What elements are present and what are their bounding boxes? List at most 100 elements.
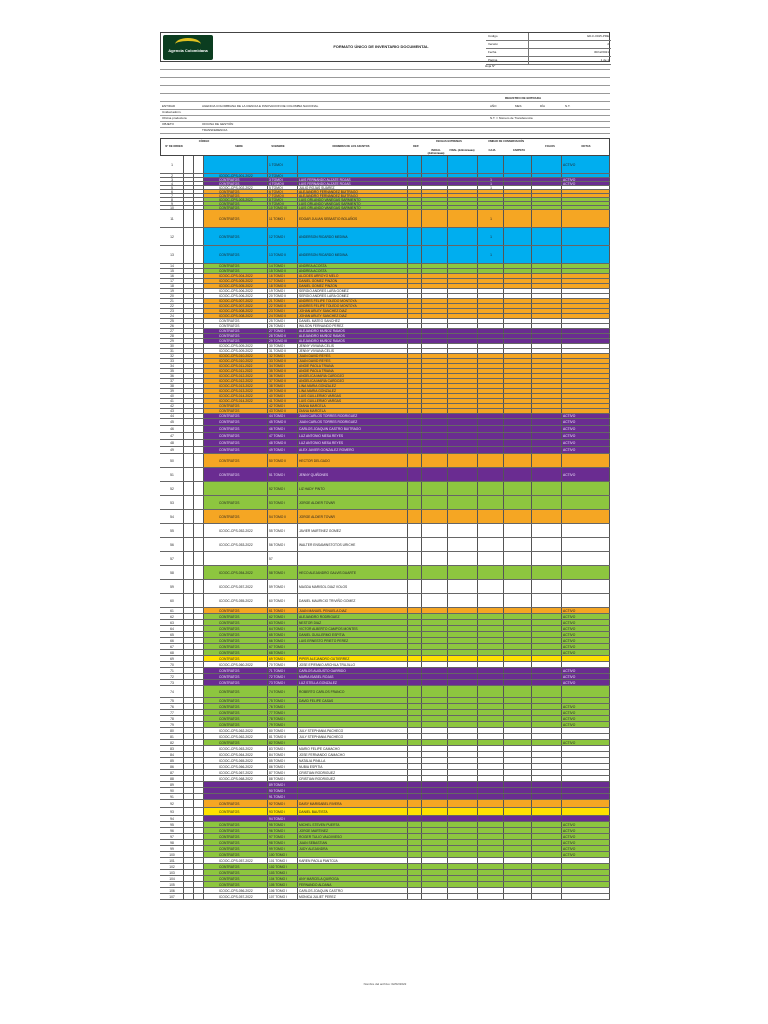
table-row: 107 ICOOC-CPS-057-2022 107 TOMO I MONICA JU… [160, 894, 610, 900]
table-row: 83 ICOOC-CPS-063-2022 83 TOMO I MARIO FELIP… [160, 746, 610, 752]
cell-tomo: 97 TOMO I [268, 834, 298, 839]
cell-spacer [194, 324, 204, 328]
cell-notas [562, 264, 610, 268]
cell-tomo: 26 TOMO I [268, 324, 298, 328]
cell-subserie: CONTRATOS [218, 206, 268, 209]
cell-dependencia [408, 359, 422, 363]
cell-final [448, 349, 478, 353]
cell-subserie: CONTRATOS [218, 409, 268, 413]
cell-notas [562, 309, 610, 313]
cell-caja [478, 620, 504, 625]
cell-folios [532, 324, 562, 328]
cell-tomo: 88 TOMO I [268, 776, 298, 781]
table-row: 60 ICOOC-CPS-055-2022 60 TOMO I DANIEL MAUR… [160, 594, 610, 608]
cell-caja [478, 626, 504, 631]
cell-caja [478, 264, 504, 268]
cell-notas [562, 369, 610, 373]
cell-subserie: CONTRATOS [218, 319, 268, 323]
cell-asunto: JAVIER MARTINEZ GOMEZ [298, 524, 408, 537]
cell-subserie: CONTRATOS [218, 426, 268, 432]
cell-spacer [194, 710, 204, 715]
cell-spacer [194, 828, 204, 833]
cell-final [448, 186, 478, 189]
cell-subserie: ICOOC-CPS-056-2022 [218, 888, 268, 893]
cell-asunto: MONICA JULIET PEREZ [298, 894, 408, 899]
cell-spacer [194, 770, 204, 775]
cell-folios [532, 686, 562, 697]
cell-carpeta [504, 698, 532, 703]
cell-carpeta [504, 447, 532, 453]
cell-final [448, 816, 478, 821]
cell-folios [532, 800, 562, 807]
cell-spacer [194, 194, 204, 197]
cell-notas: ACTIVO [562, 440, 610, 446]
cell-spacer [194, 644, 204, 649]
cell-notas [562, 864, 610, 869]
cell-caja [478, 674, 504, 679]
table-row: 46 CONTRATOS 46 TOMO I CARLOS JOAQUIN CASTR… [160, 426, 610, 433]
cell-subserie: ICOOC-CPS-055-2022 [218, 594, 268, 607]
cell-asunto: LUIS ORLANDO VANEGAS SARMIENTO [298, 206, 408, 209]
cell-final [448, 206, 478, 209]
cell-dependencia [408, 329, 422, 333]
cell-dependencia [408, 728, 422, 733]
cell-codigo [184, 638, 194, 643]
cell-dependencia [408, 608, 422, 613]
cell-final [448, 620, 478, 625]
cell-dependencia [408, 808, 422, 815]
cell-caja [478, 552, 504, 565]
cell-subserie: CONTRATOS [218, 840, 268, 845]
cell-dependencia [408, 662, 422, 667]
cell-orden: 49 [160, 447, 184, 453]
cell-notas: ACTIVO [562, 182, 610, 185]
cell-tomo: 12 TOMO I [268, 228, 298, 245]
cell-tomo: 70 TOMO I [268, 662, 298, 667]
cell-orden: 106 [160, 888, 184, 893]
cell-spacer [194, 894, 204, 899]
cell-orden: 42 [160, 404, 184, 408]
table-row: 58 ICOOC-CPS-054-2022 58 TOMO I HECO ALEJAN… [160, 566, 610, 580]
cell-dependencia [408, 882, 422, 887]
cell-dependencia [408, 816, 422, 821]
cell-asunto: LUIS FERNANDO ALZATE ROJAS [298, 182, 408, 185]
cell-tomo: 3 TOMO I [268, 178, 298, 181]
cell-notas [562, 274, 610, 278]
cell-folios [532, 178, 562, 181]
cell-folios [532, 468, 562, 481]
hoja-label: Hoja N° [485, 64, 496, 68]
cell-inicial [422, 656, 448, 661]
cell-final [448, 510, 478, 523]
cell-caja [478, 289, 504, 293]
cell-notas: ACTIVO [562, 614, 610, 619]
cell-notas [562, 858, 610, 863]
cell-final [448, 354, 478, 358]
version-label: Versión [486, 41, 529, 48]
cell-dependencia [408, 426, 422, 432]
cell-orden: 58 [160, 566, 184, 579]
cell-subserie: CONTRATOS [218, 644, 268, 649]
cell-spacer [194, 580, 204, 593]
cell-carpeta [504, 264, 532, 268]
cell-tomo: 57 [268, 552, 298, 565]
table-row: 105 CONTRATOS 105 TOMO I FERNANDO ALDANA [160, 882, 610, 888]
cell-tomo: 78 TOMO I [268, 716, 298, 721]
cell-caja [478, 269, 504, 273]
cell-carpeta [504, 409, 532, 413]
entidad-value: AGENCIA COLOMBIANA DE LA CIENCIA E INNOV… [202, 104, 319, 108]
cell-folios [532, 822, 562, 827]
cell-caja [478, 319, 504, 323]
nt-label: N.T. [565, 104, 571, 108]
table-row: 91 91 TOMO I [160, 794, 610, 800]
table-row: 86 ICOOC-CPS-066-2022 86 TOMO I NUBIA ESPIT… [160, 764, 610, 770]
cell-tomo: 74 TOMO I [268, 686, 298, 697]
cell-caja [478, 656, 504, 661]
table-row: 17 ICOOC-CPS-005-2022 17 TOMO I DANIEL GOME… [160, 279, 610, 284]
cell-spacer [194, 608, 204, 613]
cell-caja [478, 426, 504, 432]
cell-orden: 18 [160, 284, 184, 288]
table-row: 53 CONTRATOS 53 TOMO I JORGE ALDIER TOVAR [160, 496, 610, 510]
cell-codigo [184, 650, 194, 655]
cell-codigo [184, 538, 194, 551]
cell-carpeta [504, 194, 532, 197]
